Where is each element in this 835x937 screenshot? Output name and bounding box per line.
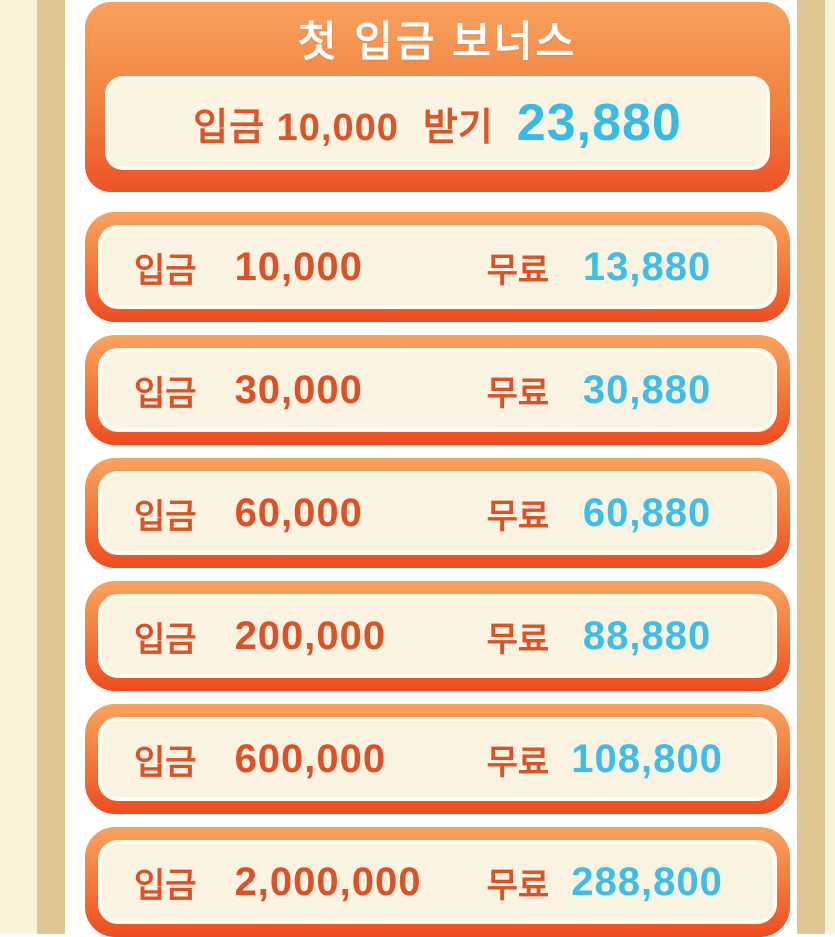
deposit-amount: 60,000: [234, 490, 363, 535]
bonus-value: 30,880: [582, 367, 712, 412]
free-label: 무료: [486, 374, 550, 413]
bonus-tier-row[interactable]: 입금 10,000 무료 13,880: [85, 212, 790, 322]
bonus-tier-row-inner: 입금 30,000 무료 30,880: [98, 348, 777, 432]
deposit-amount: 600,000: [234, 736, 387, 781]
page-title: 첫 입금 보너스: [297, 17, 578, 65]
bonus-value: 108,800: [571, 736, 723, 781]
deposit-amount: 30,000: [234, 367, 363, 412]
free-label: 무료: [486, 497, 550, 536]
bonus-tier-row-inner: 입금 60,000 무료 60,880: [98, 471, 777, 555]
bonus-value: 288,800: [571, 859, 723, 904]
bonus-tier-row-inner: 입금 10,000 무료 13,880: [98, 225, 777, 309]
deposit-amount: 200,000: [234, 613, 387, 658]
bonus-value: 60,880: [582, 490, 712, 535]
bonus-tier-row[interactable]: 입금 2,000,000 무료 288,800: [85, 827, 790, 937]
deposit-label: 입금: [134, 620, 197, 659]
free-label: 무료: [486, 866, 550, 905]
deposit-amount: 2,000,000: [234, 859, 422, 904]
right-outer-strip: [825, 0, 835, 934]
bonus-tier-row-inner: 입금 600,000 무료 108,800: [98, 717, 777, 801]
deposit-label: 입금: [134, 866, 197, 905]
deposit-label: 입금: [134, 497, 197, 536]
deposit-label: 입금: [134, 743, 197, 782]
left-tan-strip: [37, 0, 65, 934]
bonus-tier-row[interactable]: 입금 600,000 무료 108,800: [85, 704, 790, 814]
right-tan-strip: [797, 0, 825, 934]
free-label: 무료: [486, 251, 550, 290]
deposit-label: 입금: [134, 251, 197, 290]
first-deposit-bonus-card: 첫 입금 보너스 입금 10,000 받기 23,880: [85, 2, 790, 192]
bonus-value: 88,880: [582, 613, 712, 658]
bonus-tier-row-inner: 입금 200,000 무료 88,880: [98, 594, 777, 678]
bonus-value: 13,880: [582, 244, 712, 289]
left-outer-strip: [0, 0, 37, 934]
free-label: 무료: [486, 620, 550, 659]
bonus-tier-row[interactable]: 입금 30,000 무료 30,880: [85, 335, 790, 445]
bonus-tier-row[interactable]: 입금 60,000 무료 60,880: [85, 458, 790, 568]
bonus-list-panel: 첫 입금 보너스 입금 10,000 받기 23,880 입금 10,000 무…: [65, 0, 797, 937]
deposit-label: 입금: [134, 374, 197, 413]
claim-label: 받기: [422, 106, 493, 149]
bonus-tier-row[interactable]: 입금 200,000 무료 88,880: [85, 581, 790, 691]
first-deposit-amount-text: 입금 10,000: [193, 106, 399, 149]
deposit-amount: 10,000: [234, 244, 363, 289]
claim-first-bonus-button[interactable]: 입금 10,000 받기 23,880: [105, 76, 770, 170]
first-bonus-value: 23,880: [516, 94, 682, 152]
free-label: 무료: [486, 743, 550, 782]
bonus-tier-row-inner: 입금 2,000,000 무료 288,800: [98, 840, 777, 924]
